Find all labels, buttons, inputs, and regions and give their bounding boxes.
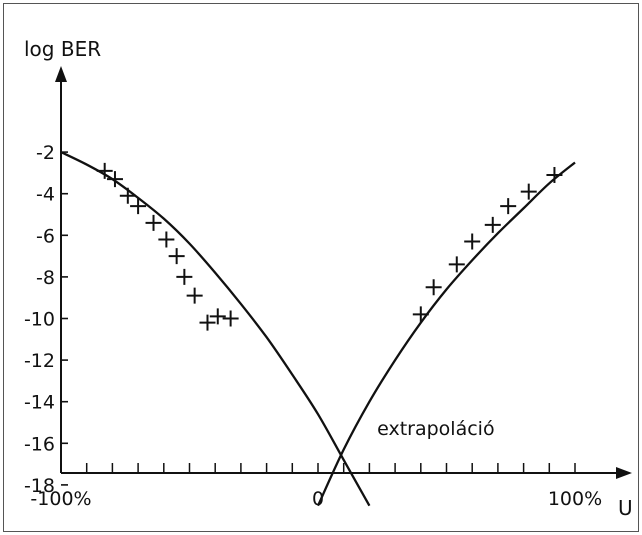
data-point-plus bbox=[209, 308, 226, 325]
annotation-label: extrapoláció bbox=[377, 418, 494, 440]
series-line-0 bbox=[60, 151, 371, 507]
y-tick-label: -4 bbox=[36, 184, 55, 206]
data-point-plus bbox=[412, 306, 429, 323]
ber-chart: -2 -4 -6 -8 -10 -12 -14 -16 -18 -100% 0 100% log B… bbox=[24, 37, 633, 520]
data-point-plus bbox=[186, 287, 203, 304]
chart-frame: -2 -4 -6 -8 -10 -12 -14 -16 -18 -100% 0 100% log B… bbox=[3, 3, 639, 532]
data-point-plus bbox=[168, 248, 185, 265]
y-axis-arrow-icon bbox=[55, 66, 67, 82]
data-point-plus bbox=[484, 216, 501, 233]
x-tick-label: -100% bbox=[30, 488, 91, 510]
y-tick-label: -6 bbox=[36, 225, 55, 247]
y-tick-label: -14 bbox=[24, 392, 55, 414]
data-point-plus bbox=[145, 214, 162, 231]
data-point-plus bbox=[546, 166, 563, 183]
series-line-2 bbox=[316, 161, 576, 507]
data-point-plus bbox=[176, 268, 193, 285]
y-tick-label: -2 bbox=[36, 142, 55, 164]
data-point-plus bbox=[130, 198, 147, 215]
data-point-plus bbox=[222, 310, 239, 327]
data-point-plus bbox=[106, 171, 123, 188]
markers-group bbox=[96, 162, 563, 331]
x-axis-label: U bbox=[618, 496, 633, 520]
y-tick-label: -18 bbox=[24, 475, 55, 497]
data-point-plus bbox=[96, 162, 113, 179]
data-point-plus bbox=[500, 198, 517, 215]
data-point-plus bbox=[520, 183, 537, 200]
data-point-plus bbox=[158, 231, 175, 248]
x-tick-label: 100% bbox=[548, 488, 602, 510]
y-tick-label: -12 bbox=[24, 350, 55, 372]
data-point-plus bbox=[425, 279, 442, 296]
data-point-plus bbox=[464, 233, 481, 250]
x-axis-arrow-icon bbox=[616, 467, 632, 479]
annotations: extrapoláció bbox=[377, 418, 494, 440]
x-tick-label: 0 bbox=[312, 488, 324, 510]
x-ticks: -100% 0 100% bbox=[30, 463, 602, 510]
y-axis-label: log BER bbox=[24, 37, 101, 61]
y-ticks: -2 -4 -6 -8 -10 -12 -14 -16 -18 bbox=[24, 142, 68, 497]
data-point-plus bbox=[199, 314, 216, 331]
y-tick-label: -16 bbox=[24, 433, 55, 455]
data-point-plus bbox=[448, 256, 465, 273]
y-tick-label: -8 bbox=[36, 267, 55, 289]
axes bbox=[55, 66, 632, 479]
data-point-plus bbox=[119, 187, 136, 204]
y-tick-label: -10 bbox=[24, 309, 55, 331]
